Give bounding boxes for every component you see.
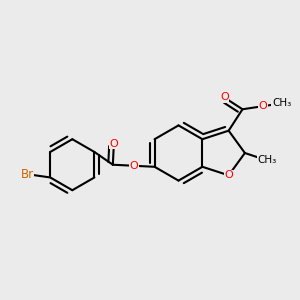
Text: CH₃: CH₃: [272, 98, 291, 108]
Text: CH₃: CH₃: [257, 155, 276, 165]
Text: O: O: [129, 161, 138, 171]
Text: O: O: [258, 101, 267, 111]
Text: O: O: [220, 92, 229, 103]
Text: O: O: [110, 139, 118, 149]
Text: O: O: [224, 170, 233, 180]
Text: Br: Br: [21, 168, 34, 181]
